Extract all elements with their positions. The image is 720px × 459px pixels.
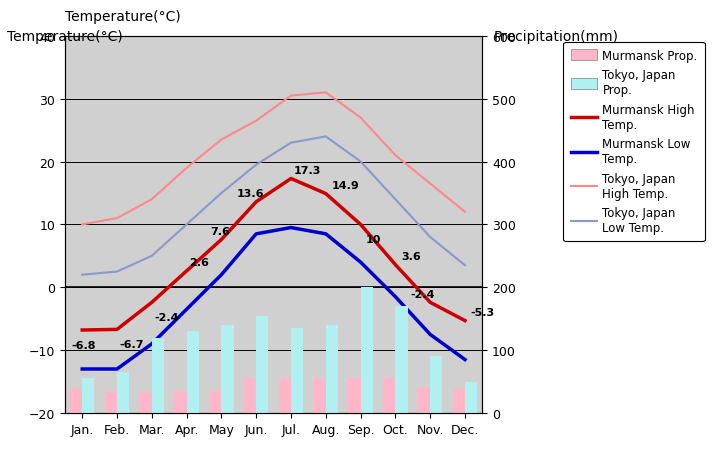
Text: -2.4: -2.4 xyxy=(155,313,179,323)
Text: -2.4: -2.4 xyxy=(410,289,436,299)
Bar xyxy=(348,379,361,413)
Bar xyxy=(325,325,338,413)
Bar xyxy=(105,391,117,413)
Bar xyxy=(361,288,373,413)
Bar xyxy=(82,379,94,413)
Bar xyxy=(152,338,164,413)
Bar xyxy=(383,379,395,413)
Bar xyxy=(174,391,186,413)
Text: 17.3: 17.3 xyxy=(294,166,321,176)
Legend: Murmansk Prop., Tokyo, Japan
Prop., Murmansk High
Temp., Murmansk Low
Temp., Tok: Murmansk Prop., Tokyo, Japan Prop., Murm… xyxy=(564,43,705,242)
Text: -5.3: -5.3 xyxy=(471,308,495,317)
Text: -6.7: -6.7 xyxy=(120,340,144,350)
Text: 10: 10 xyxy=(366,235,382,245)
Text: Temperature(°C): Temperature(°C) xyxy=(7,30,123,44)
Text: 14.9: 14.9 xyxy=(331,181,359,190)
Bar xyxy=(418,387,430,413)
Text: 3.6: 3.6 xyxy=(401,252,420,262)
Bar xyxy=(291,328,303,413)
Text: -6.8: -6.8 xyxy=(71,340,96,350)
Bar xyxy=(70,388,82,413)
Bar xyxy=(453,388,465,413)
Text: Precipitation(mm): Precipitation(mm) xyxy=(493,30,618,44)
Text: 2.6: 2.6 xyxy=(189,258,210,268)
Text: 13.6: 13.6 xyxy=(237,189,264,199)
Bar xyxy=(279,379,291,413)
Text: Temperature(°C): Temperature(°C) xyxy=(65,10,181,24)
Text: 7.6: 7.6 xyxy=(210,226,230,236)
Bar xyxy=(465,382,477,413)
Bar xyxy=(314,379,325,413)
Bar xyxy=(140,391,152,413)
Bar xyxy=(395,307,408,413)
Bar xyxy=(431,357,442,413)
Bar xyxy=(117,372,129,413)
Bar xyxy=(222,325,233,413)
Bar xyxy=(256,316,269,413)
Bar xyxy=(186,331,199,413)
Bar xyxy=(210,391,221,413)
Bar xyxy=(244,379,256,413)
